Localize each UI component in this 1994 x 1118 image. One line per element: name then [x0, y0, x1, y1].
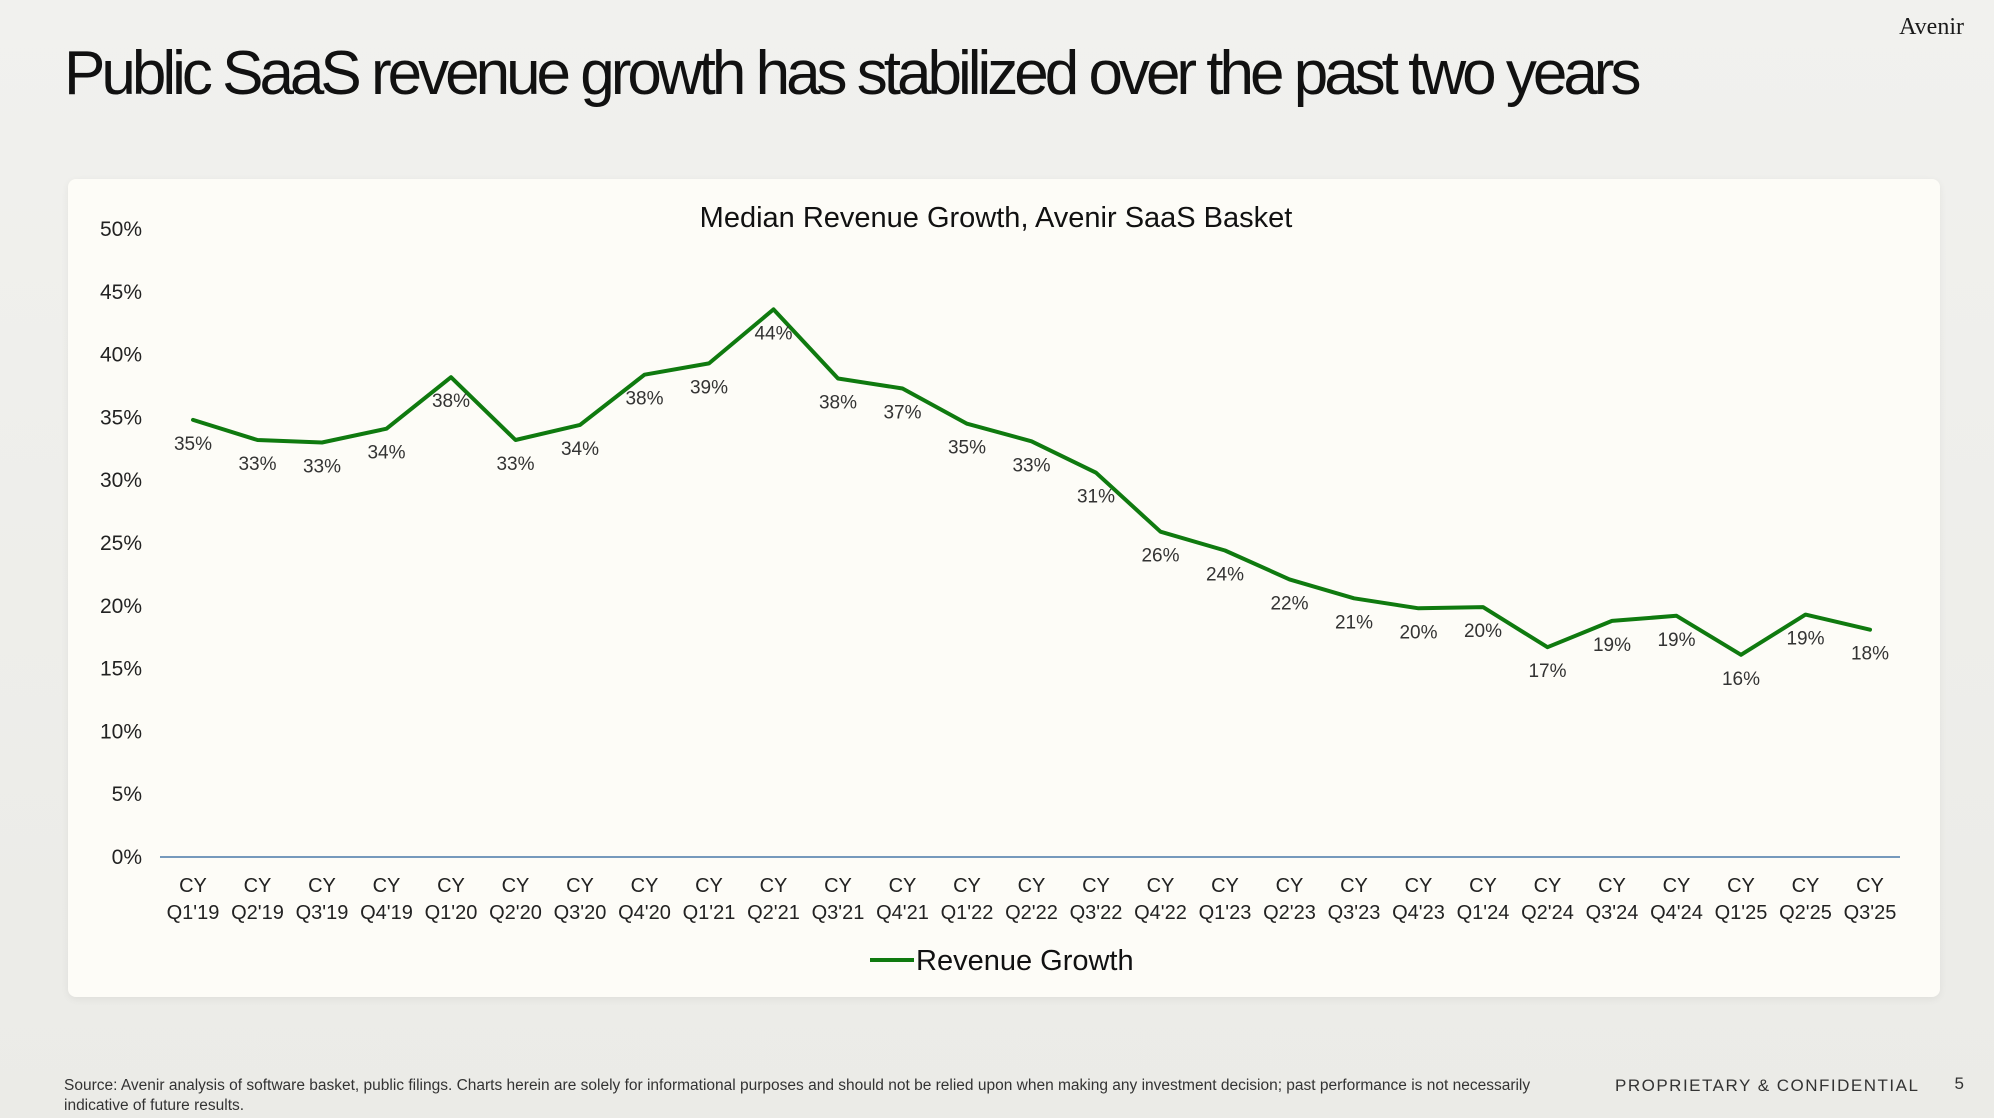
data-label: 38%	[819, 392, 857, 413]
x-tick-label: CY Q3'23	[1328, 875, 1381, 924]
x-tick-label: CY Q4'24	[1650, 875, 1703, 924]
y-tick-label: 5%	[112, 783, 142, 806]
y-tick-label: 45%	[100, 281, 142, 304]
y-tick-label: 0%	[112, 846, 142, 869]
data-label: 20%	[1399, 622, 1437, 643]
y-tick-label: 15%	[100, 658, 142, 681]
data-label: 17%	[1528, 661, 1566, 682]
x-tick-label: CY Q2'22	[1005, 875, 1058, 924]
x-tick-label: CY Q1'21	[683, 875, 736, 924]
data-label: 33%	[1012, 455, 1050, 476]
data-label: 19%	[1593, 635, 1631, 656]
x-tick-label: CY Q1'23	[1199, 875, 1252, 924]
data-label: 33%	[238, 454, 276, 475]
x-tick-label: CY Q1'24	[1457, 875, 1510, 924]
x-tick-label: CY Q3'19	[296, 875, 349, 924]
data-label: 37%	[883, 403, 921, 424]
data-label: 44%	[754, 323, 792, 344]
line-chart: Median Revenue Growth, Avenir SaaS Baske…	[100, 202, 1900, 977]
data-label: 31%	[1077, 487, 1115, 508]
data-label: 19%	[1657, 630, 1695, 651]
data-label: 19%	[1786, 629, 1824, 650]
chart-card: Median Revenue Growth, Avenir SaaS Baske…	[68, 179, 1940, 997]
data-label: 20%	[1464, 621, 1502, 642]
data-label: 33%	[303, 457, 341, 478]
x-tick-label: CY Q2'19	[231, 875, 284, 924]
data-label: 38%	[625, 389, 663, 410]
x-tick-label: CY Q1'22	[941, 875, 994, 924]
confidential-label: PROPRIETARY & CONFIDENTIAL	[1615, 1076, 1920, 1095]
legend: Revenue Growth	[870, 945, 1134, 977]
y-axis: 0% 5% 10% 15% 20% 25% 30% 35% 40% 45% 50%	[100, 218, 142, 869]
x-tick-label: CY Q1'19	[167, 875, 220, 924]
data-label: 24%	[1206, 565, 1244, 586]
y-tick-label: 40%	[100, 344, 142, 367]
x-tick-label: CY Q2'20	[489, 875, 542, 924]
y-tick-label: 20%	[100, 595, 142, 618]
x-tick-label: CY Q4'22	[1134, 875, 1187, 924]
series-line-revenue-growth	[191, 307, 1872, 657]
x-tick-label: CY Q3'20	[554, 875, 607, 924]
x-tick-label: CY Q2'23	[1263, 875, 1316, 924]
y-tick-label: 35%	[100, 406, 142, 429]
x-tick-label: CY Q4'19	[360, 875, 413, 924]
x-tick-label: CY Q2'21	[747, 875, 800, 924]
x-tick-label: CY Q1'20	[425, 875, 478, 924]
x-tick-label: CY Q3'24	[1586, 875, 1639, 924]
x-tick-label: CY Q2'25	[1779, 875, 1832, 924]
y-tick-label: 25%	[100, 532, 142, 555]
y-tick-label: 50%	[100, 218, 142, 241]
y-tick-label: 30%	[100, 469, 142, 492]
y-tick-label: 10%	[100, 720, 142, 743]
x-tick-label: CY Q4'20	[618, 875, 671, 924]
x-tick-label: CY Q4'21	[876, 875, 929, 924]
data-label: 35%	[174, 434, 212, 455]
data-label: 34%	[561, 439, 599, 460]
chart-title: Median Revenue Growth, Avenir SaaS Baske…	[700, 202, 1293, 234]
data-label: 38%	[432, 391, 470, 412]
data-label: 39%	[690, 377, 728, 398]
data-label: 21%	[1335, 612, 1373, 633]
data-label: 33%	[496, 454, 534, 475]
data-label: 18%	[1851, 644, 1889, 665]
x-tick-label: CY Q3'21	[812, 875, 865, 924]
data-label: 35%	[948, 438, 986, 459]
page-title: Public SaaS revenue growth has stabilize…	[64, 39, 1641, 108]
data-label: 16%	[1722, 669, 1760, 690]
legend-label: Revenue Growth	[916, 945, 1134, 977]
x-tick-label: CY Q4'23	[1392, 875, 1445, 924]
data-labels: 35% 33% 33% 34% 38% 33% 34% 38% 39% 44% 38% 37% 35% 3…	[174, 323, 1889, 689]
x-tick-label: CY Q3'25	[1844, 875, 1897, 924]
data-label: 22%	[1270, 593, 1308, 614]
data-label: 34%	[367, 443, 405, 464]
page-number: 5	[1954, 1074, 1964, 1093]
x-tick-label: CY Q2'24	[1521, 875, 1574, 924]
source-note: Source: Avenir analysis of software bask…	[64, 1077, 1531, 1114]
x-tick-label: CY Q1'25	[1715, 875, 1768, 924]
x-tick-label: CY Q3'22	[1070, 875, 1123, 924]
brand-logo: Avenir	[1899, 14, 1964, 40]
data-label: 26%	[1141, 546, 1179, 567]
